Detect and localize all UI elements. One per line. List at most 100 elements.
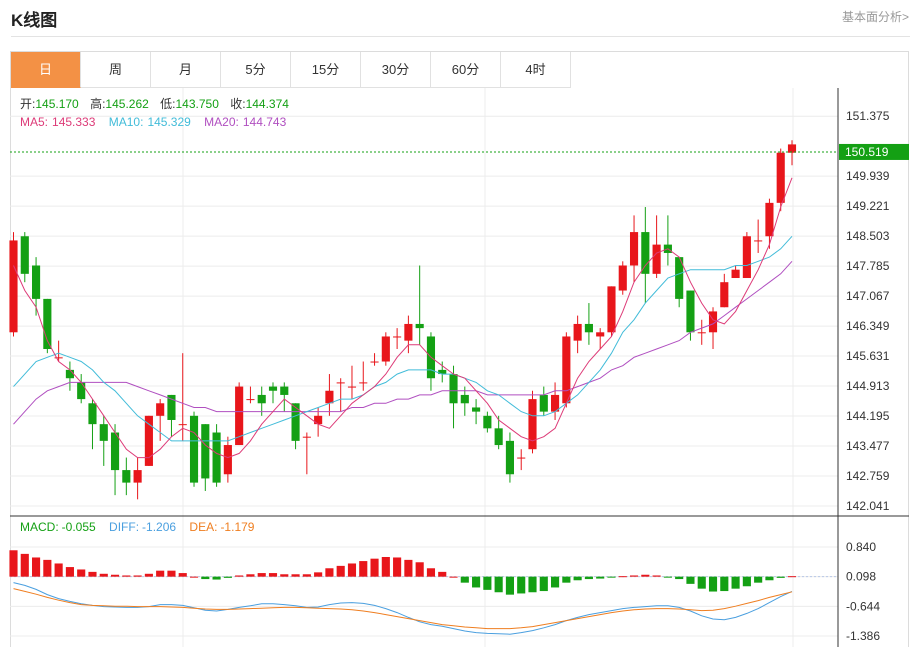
macd-bar: [675, 576, 684, 580]
macd-bar: [641, 574, 650, 577]
candle-body: [336, 382, 345, 384]
open-label: 开:: [20, 97, 35, 111]
macd-bar: [426, 568, 436, 577]
tab-4hour[interactable]: 4时: [501, 52, 571, 88]
tab-15min[interactable]: 15分: [291, 52, 361, 88]
macd-bar: [697, 576, 706, 589]
macd-bar: [652, 575, 661, 577]
macd-bar: [607, 576, 616, 578]
macd-bar: [291, 574, 300, 577]
candle-body: [596, 332, 605, 337]
macd-bar: [370, 558, 379, 577]
tab-day[interactable]: 日: [11, 52, 81, 88]
current-price-tag: [839, 143, 909, 160]
macd-bar: [708, 576, 718, 592]
macd-bar: [663, 576, 672, 578]
candle-body: [708, 311, 718, 333]
macd-bar: [178, 573, 187, 577]
macd-bar: [505, 576, 514, 595]
macd-histogram: [9, 550, 797, 595]
high-value: 145.262: [105, 97, 149, 111]
macd-bar: [268, 573, 278, 577]
candle-body: [189, 415, 199, 483]
candle-body: [280, 386, 289, 395]
macd-bar: [539, 576, 548, 592]
macd-bar: [629, 575, 639, 577]
indicator-lines: [13, 177, 793, 635]
candle-body: [472, 407, 481, 412]
macd-bar: [551, 576, 560, 588]
candlesticks: [9, 140, 797, 500]
candle-body: [235, 386, 244, 446]
candle-body: [43, 298, 52, 349]
fundamental-analysis-link[interactable]: 基本面分析>: [841, 10, 909, 24]
candle-body: [122, 470, 131, 483]
macd-bar: [167, 570, 176, 577]
y-tick-label: 142.041: [846, 499, 890, 513]
dea-value: -1.179: [220, 520, 254, 534]
macd-bar: [742, 576, 751, 587]
macd-bar: [347, 563, 357, 577]
macd-bar: [765, 576, 774, 581]
dea-label: DEA:: [189, 520, 217, 534]
candle-body: [551, 394, 560, 412]
macd-bar: [720, 576, 729, 592]
ma10-value: 145.329: [147, 115, 191, 129]
macd-bar: [9, 550, 18, 577]
macd-bar: [686, 576, 695, 584]
candle-body: [178, 424, 187, 426]
candle-body: [765, 202, 774, 237]
candle-body: [483, 415, 492, 429]
ma20-value: 144.743: [243, 115, 287, 129]
macd-bar: [787, 576, 797, 578]
tab-week[interactable]: 周: [81, 52, 151, 88]
candle-body: [641, 232, 650, 274]
tab-60min[interactable]: 60分: [431, 52, 501, 88]
macd-bar: [280, 574, 289, 577]
y-tick-label: 151.375: [846, 109, 890, 123]
macd-bar: [415, 562, 424, 577]
low-label: 低:: [160, 97, 175, 111]
tab-5min[interactable]: 5分: [221, 52, 291, 88]
candle-body: [494, 428, 503, 446]
macd-bar: [144, 573, 153, 577]
macd-bar: [133, 575, 142, 577]
macd-bar: [201, 576, 210, 580]
macd-bar: [156, 570, 165, 577]
y-tick-label: 143.477: [846, 439, 890, 453]
candle-body: [291, 403, 300, 441]
macd-bar: [122, 575, 131, 577]
macd-bar: [460, 576, 469, 583]
macd-bar: [449, 576, 458, 578]
macd-bar: [528, 576, 537, 593]
candle-body: [776, 152, 785, 203]
y-tick-label: 148.503: [846, 229, 890, 243]
macd-tick-label: -1.386: [846, 629, 880, 643]
candle-body: [460, 394, 469, 404]
candle-body: [505, 440, 514, 475]
y-tick-label: 149.221: [846, 199, 890, 213]
macd-bar: [438, 571, 447, 577]
macd-bar: [212, 576, 221, 580]
candle-body: [133, 470, 142, 483]
tab-month[interactable]: 月: [151, 52, 221, 88]
candle-body: [652, 244, 661, 274]
candle-body: [325, 390, 334, 404]
candle-body: [167, 394, 176, 420]
y-axis-ticks: 151.375 149.939 149.221 148.503 147.785 147.0…: [846, 109, 890, 643]
ma10-line: [13, 235, 793, 442]
macd-bar: [223, 576, 232, 578]
candle-body: [302, 436, 311, 438]
candle-body: [156, 403, 165, 416]
ma20-line: [13, 260, 793, 425]
tab-30min[interactable]: 30分: [361, 52, 431, 88]
ohlc-info-row: 开:145.170 高:145.262 低:143.750 收:144.374: [20, 96, 289, 111]
y-tick-label: 147.067: [846, 289, 890, 303]
diff-value: -1.206: [142, 520, 176, 534]
candle-body: [268, 386, 278, 391]
y-tick-label: 149.939: [846, 169, 890, 183]
candle-body: [720, 282, 729, 308]
macd-bar: [562, 576, 571, 583]
close-value: 144.374: [246, 97, 290, 111]
candle-body: [88, 403, 97, 425]
